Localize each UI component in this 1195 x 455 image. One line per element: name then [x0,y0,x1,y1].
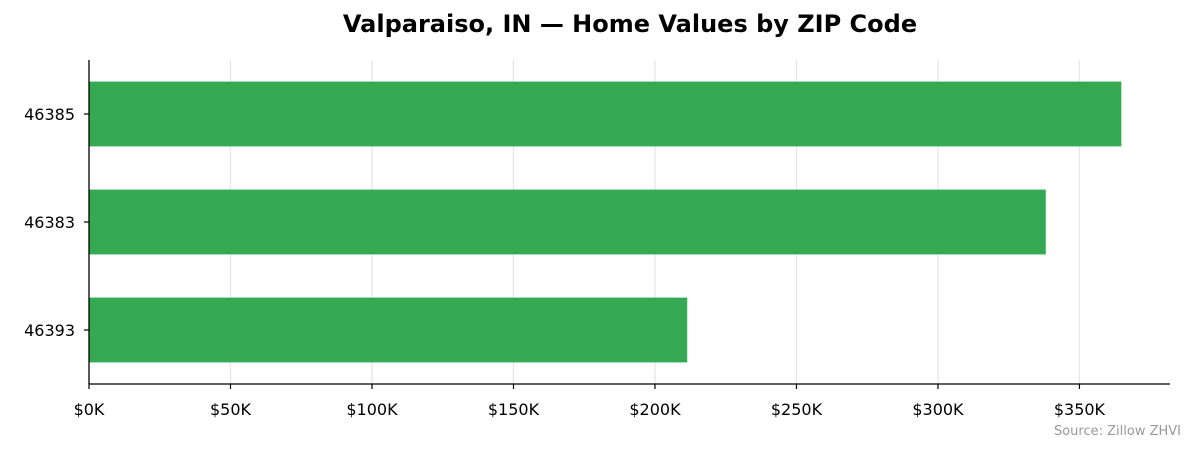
x-tick-labels: $0K $50K $100K $150K $200K $250K $300K $350K [74,400,1106,419]
x-tick-label: $0K [74,400,105,419]
y-tick-label: 46385 [24,105,75,124]
x-tick-label: $50K [210,400,252,419]
y-tick-labels: 46385 46383 46393 [24,105,75,340]
bar-46383 [89,189,1046,255]
x-tick-label: $200K [629,400,681,419]
x-tick-label: $350K [1054,400,1106,419]
source-note: Source: Zillow ZHVI [1053,424,1181,439]
y-tick-label: 46393 [24,321,75,340]
axes [84,60,1170,389]
bar-46385 [89,81,1122,147]
x-tick-label: $100K [346,400,398,419]
y-tick-label: 46383 [24,213,75,232]
x-tick-label: $250K [771,400,823,419]
x-tick-label: $150K [488,400,540,419]
chart-title: Valparaiso, IN — Home Values by ZIP Code [342,10,918,38]
x-tick-label: $300K [912,400,964,419]
bars [89,81,1122,363]
bar-46393 [89,297,688,363]
